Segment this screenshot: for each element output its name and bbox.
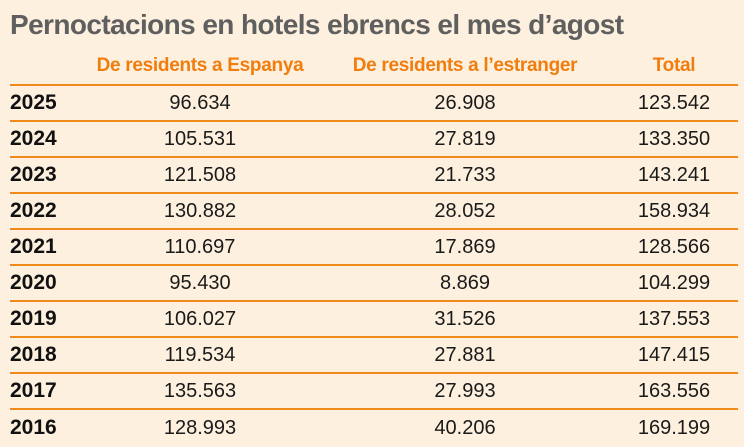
residents-espanya-cell: 105.531: [163, 127, 237, 150]
total-cell: 147.415: [637, 343, 711, 366]
total-cell: 163.556: [637, 379, 711, 402]
table-row: 2017 135.563 27.993 163.556: [10, 374, 738, 410]
year-cell: 2018: [10, 343, 57, 366]
residents-espanya-cell: 95.430: [169, 271, 231, 294]
year-cell: 2016: [10, 416, 57, 439]
table-row: 2023 121.508 21.733 143.241: [10, 158, 738, 194]
year-cell: 2025: [10, 91, 57, 114]
total-cell: 104.299: [637, 271, 711, 294]
residents-espanya-cell: 119.534: [164, 343, 236, 366]
residents-estranger-cell: 27.881: [434, 343, 496, 366]
data-table: De residents a Espanya De residents a l’…: [10, 48, 738, 446]
residents-estranger-cell: 31.526: [434, 307, 496, 330]
residents-estranger-cell: 40.206: [434, 416, 496, 439]
total-cell: 123.542: [637, 91, 711, 114]
year-cell: 2020: [10, 271, 57, 294]
residents-estranger-cell: 28.052: [434, 199, 496, 222]
residents-espanya-cell: 121.508: [163, 163, 237, 186]
total-cell: 158.934: [637, 199, 711, 222]
residents-estranger-cell: 21.733: [434, 163, 496, 186]
table-row: 2016 128.993 40.206 169.199: [10, 410, 738, 446]
year-cell: 2019: [10, 307, 57, 330]
residents-espanya-cell: 110.697: [164, 235, 236, 258]
table-row: 2020 95.430 8.869 104.299: [10, 266, 738, 302]
table-row: 2025 96.634 26.908 123.542: [10, 86, 738, 122]
table-title: Pernoctacions en hotels ebrencs el mes d…: [10, 9, 624, 40]
year-cell: 2017: [10, 379, 57, 402]
total-cell: 169.199: [637, 416, 711, 439]
header-year: [10, 48, 80, 84]
table-row: 2018 119.534 27.881 147.415: [10, 338, 738, 374]
residents-espanya-cell: 130.882: [163, 199, 237, 222]
year-cell: 2022: [10, 199, 57, 222]
residents-espanya-cell: 96.634: [169, 91, 231, 114]
total-cell: 133.350: [637, 127, 711, 150]
table-row: 2024 105.531 27.819 133.350: [10, 122, 738, 158]
residents-espanya-cell: 128.993: [163, 416, 237, 439]
table-header-row: De residents a Espanya De residents a l’…: [10, 48, 738, 86]
total-cell: 137.553: [637, 307, 711, 330]
table-row: 2022 130.882 28.052 158.934: [10, 194, 738, 230]
residents-espanya-cell: 106.027: [163, 307, 237, 330]
year-cell: 2023: [10, 163, 57, 186]
total-cell: 143.241: [637, 163, 711, 186]
residents-estranger-cell: 8.869: [439, 271, 491, 294]
header-total: Total: [652, 55, 696, 76]
residents-estranger-cell: 17.869: [434, 235, 496, 258]
header-residents-espanya: De residents a Espanya: [96, 55, 304, 76]
table-row: 2019 106.027 31.526 137.553: [10, 302, 738, 338]
table-row: 2021 110.697 17.869 128.566: [10, 230, 738, 266]
residents-estranger-cell: 27.819: [434, 127, 496, 150]
year-cell: 2024: [10, 127, 57, 150]
residents-espanya-cell: 135.563: [163, 379, 237, 402]
residents-estranger-cell: 26.908: [434, 91, 496, 114]
residents-estranger-cell: 27.993: [434, 379, 496, 402]
total-cell: 128.566: [637, 235, 711, 258]
year-cell: 2021: [10, 235, 57, 258]
header-residents-estranger: De residents a l’estranger: [352, 55, 578, 76]
